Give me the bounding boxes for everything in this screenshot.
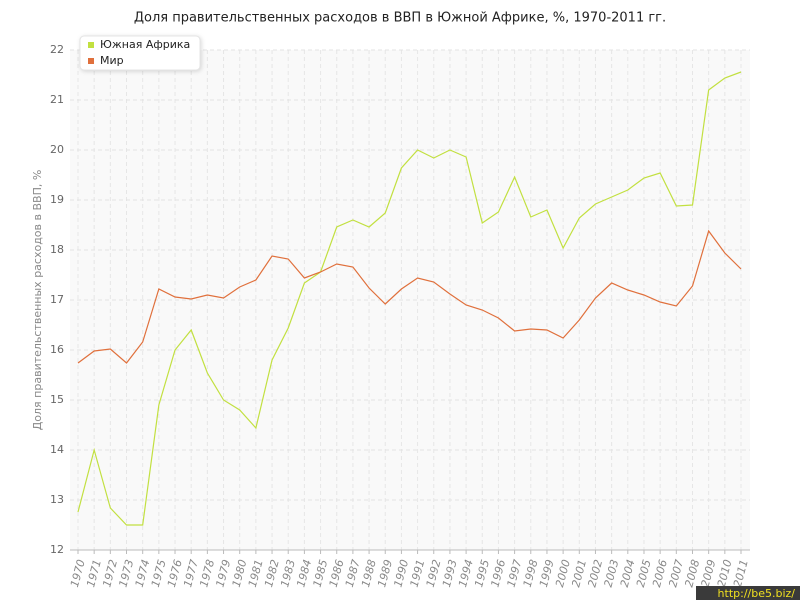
watermark-bg: [696, 586, 800, 600]
y-tick-label: 18: [50, 243, 64, 256]
y-tick-label: 15: [50, 393, 64, 406]
y-tick-label: 17: [50, 293, 64, 306]
y-tick-label: 22: [50, 43, 64, 56]
series-line: [77, 229, 742, 364]
y-tick-label: 19: [50, 193, 64, 206]
series-line: [77, 71, 742, 526]
y-axis-label: Доля правительственных расходов в ВВП, %: [31, 170, 44, 431]
legend-label: Мир: [100, 54, 124, 67]
legend-box: [79, 35, 201, 71]
y-tick-label: 13: [50, 493, 64, 506]
y-tick-label: 21: [50, 93, 64, 106]
legend-swatch: [88, 42, 94, 48]
y-tick-label: 14: [50, 443, 64, 456]
chart-title: Доля правительственных расходов в ВВП в …: [134, 11, 666, 26]
y-tick-label: 12: [50, 543, 64, 556]
y-tick-label: 20: [50, 143, 64, 156]
watermark: http://be5.biz/: [718, 587, 796, 600]
legend-label: Южная Африка: [100, 38, 190, 51]
legend-swatch: [88, 58, 94, 64]
y-tick-label: 16: [50, 343, 64, 356]
